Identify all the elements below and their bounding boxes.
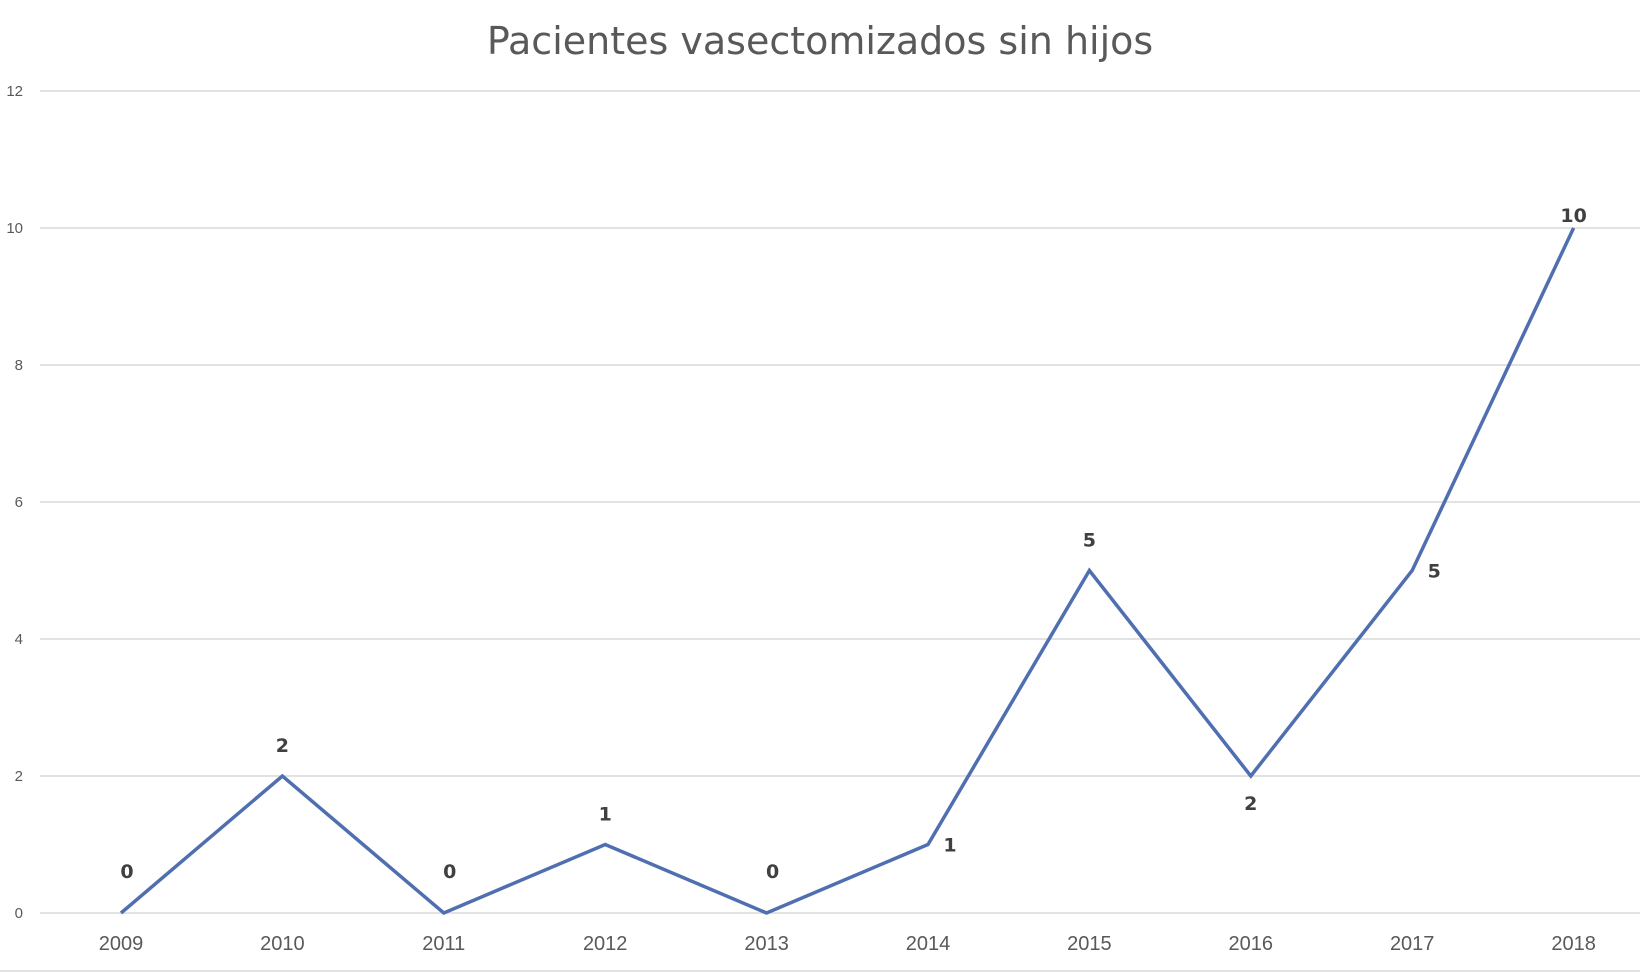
data-label: 5: [1083, 530, 1096, 552]
data-label: 0: [443, 861, 456, 883]
y-tick-label: 0: [15, 905, 23, 922]
x-tick-label: 2016: [1229, 933, 1274, 955]
x-tick-label: 2017: [1390, 933, 1435, 955]
x-tick-label: 2009: [99, 933, 144, 955]
y-tick-label: 6: [15, 494, 23, 511]
x-tick-label: 2015: [1067, 933, 1112, 955]
x-axis-tick-labels: 2009 2010 2011 2012 2013 2014 2015 2016 2017 2018: [99, 933, 1596, 955]
y-tick-label: 8: [15, 357, 23, 374]
x-tick-label: 2011: [422, 933, 465, 955]
x-tick-label: 2018: [1551, 933, 1596, 955]
data-label: 0: [766, 861, 779, 883]
x-tick-label: 2013: [744, 933, 789, 955]
series-layer: [119, 227, 1576, 916]
data-label: 1: [599, 804, 612, 826]
data-label: 1: [943, 835, 956, 857]
y-tick-label: 4: [15, 631, 23, 648]
y-tick-label: 10: [6, 220, 23, 237]
data-label: 2: [1244, 793, 1257, 815]
x-tick-label: 2012: [583, 933, 628, 955]
x-tick-label: 2010: [260, 933, 305, 955]
y-tick-label: 12: [6, 83, 23, 100]
gridlines: [40, 90, 1640, 914]
data-label: 5: [1428, 561, 1441, 583]
series-line: [119, 227, 1576, 916]
x-tick-label: 2014: [906, 933, 951, 955]
data-label: 10: [1560, 205, 1586, 227]
data-label: 0: [120, 861, 133, 883]
y-axis-tick-labels: 0 2 4 6 8 10 12: [6, 83, 23, 922]
chart-title: Pacientes vasectomizados sin hijos: [487, 19, 1153, 63]
y-tick-label: 2: [15, 768, 23, 785]
data-label: 2: [276, 735, 289, 757]
